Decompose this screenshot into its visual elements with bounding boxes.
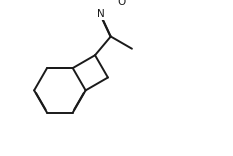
Text: O: O xyxy=(117,0,126,7)
Text: N: N xyxy=(96,9,104,19)
